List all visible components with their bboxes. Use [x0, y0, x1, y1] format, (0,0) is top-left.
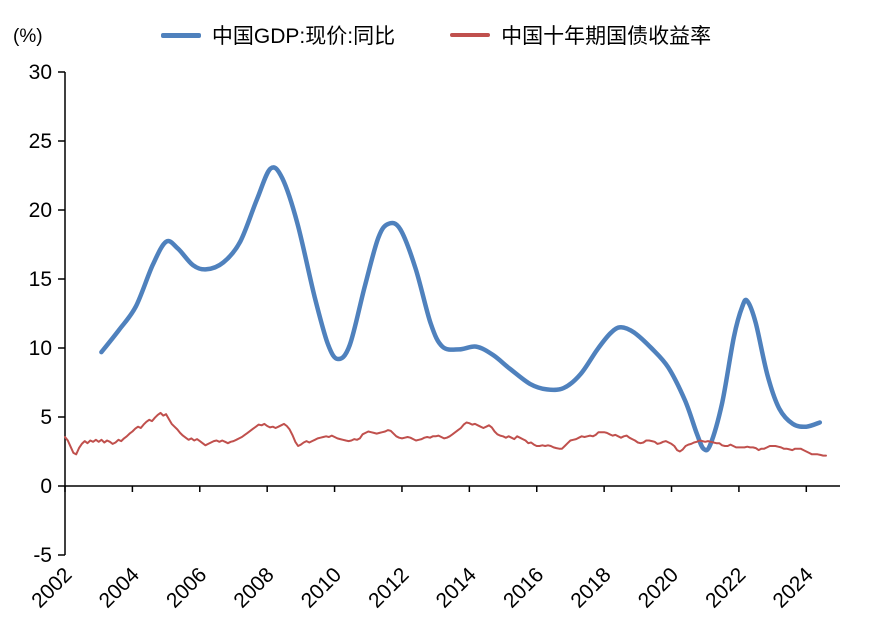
- y-axis-tick-label: 10: [29, 337, 52, 360]
- x-axis-tick-label: 2010: [297, 563, 346, 612]
- x-axis-tick-label: 2024: [769, 563, 819, 613]
- x-axis-tick-label: 2016: [499, 563, 548, 612]
- x-axis-tick-label: 2008: [229, 563, 278, 612]
- y-axis-tick-label: 25: [29, 130, 52, 153]
- x-axis-tick-label: 2004: [95, 563, 145, 613]
- x-axis-tick-label: 2006: [162, 563, 211, 612]
- series-line-0: [99, 165, 823, 453]
- yield-line-swatch: [450, 33, 491, 37]
- y-axis-tick-label: -5: [33, 544, 52, 567]
- gdp-line-swatch: [160, 32, 201, 38]
- x-axis-tick-label: 2022: [701, 563, 750, 612]
- legend-item-gdp: 中国GDP:现价:同比: [160, 20, 396, 50]
- legend-label-gdp: 中国GDP:现价:同比: [211, 25, 396, 48]
- x-axis-tick-label: 2020: [634, 563, 683, 612]
- series-line-1: [64, 411, 827, 457]
- legend-label-yield: 中国十年期国债收益率: [501, 25, 712, 48]
- y-axis-unit-label: (%): [13, 26, 43, 47]
- x-axis-tick-label: 2012: [364, 563, 413, 612]
- y-axis-tick-label: 30: [29, 61, 52, 84]
- y-axis-tick-label: 15: [29, 268, 52, 291]
- legend-item-yield: 中国十年期国债收益率: [450, 20, 711, 50]
- y-axis-tick-label: 20: [29, 199, 52, 222]
- y-axis-tick-label: 5: [40, 406, 52, 429]
- x-axis-tick-label: 2002: [27, 563, 76, 612]
- x-axis-tick-label: 2014: [432, 563, 482, 613]
- legend: 中国GDP:现价:同比 中国十年期国债收益率: [0, 20, 872, 50]
- y-axis-tick-label: 0: [40, 475, 52, 498]
- x-axis-tick-label: 2018: [566, 563, 615, 612]
